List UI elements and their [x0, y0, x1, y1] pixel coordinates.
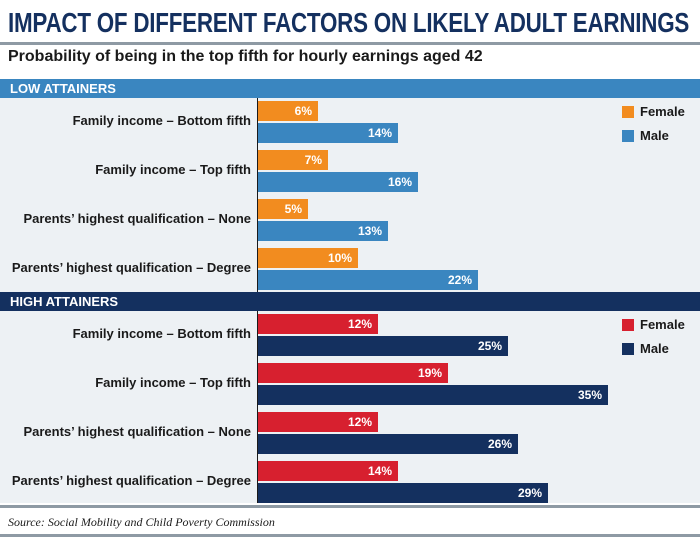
- source-note: Source: Social Mobility and Child Povert…: [8, 515, 275, 529]
- low-attainers-legend-item-male: Male: [622, 128, 669, 144]
- chart-title: IMPACT OF DIFFERENT FACTORS ON LIKELY AD…: [8, 7, 690, 38]
- legend-swatch: [622, 318, 634, 331]
- legend-label: Female: [640, 104, 685, 119]
- low-attainers-bar-male: 16%: [258, 172, 418, 192]
- low-attainers-bar-male: 22%: [258, 270, 478, 290]
- low-attainers-legend-item-female: Female: [622, 104, 685, 120]
- high-attainers-bar-male: 25%: [258, 336, 508, 356]
- title-rule: [0, 42, 700, 45]
- high-attainers-legend-item-female: Female: [622, 317, 685, 333]
- low-attainers-bar-female: 6%: [258, 101, 318, 121]
- legend-label: Male: [640, 128, 669, 143]
- high-attainers-category-label: Parents’ highest qualification – Degree: [11, 473, 251, 488]
- section-header-low-attainers: LOW ATTAINERS: [0, 79, 700, 98]
- high-attainers-category-label: Family income – Bottom fifth: [72, 326, 251, 341]
- legend-label: Male: [640, 341, 669, 356]
- high-attainers-bar-female: 12%: [258, 412, 378, 432]
- high-attainers-bar-male: 29%: [258, 483, 548, 503]
- low-attainers-category-label: Parents’ highest qualification – Degree: [11, 260, 251, 275]
- low-attainers-bar-male: 14%: [258, 123, 398, 143]
- low-attainers-bar-female: 5%: [258, 199, 308, 219]
- legend-swatch: [622, 105, 634, 118]
- high-attainers-category-label: Parents’ highest qualification – None: [23, 424, 251, 439]
- section-header-high-attainers: HIGH ATTAINERS: [0, 292, 700, 311]
- legend-swatch: [622, 342, 634, 355]
- chart-subtitle: Probability of being in the top fifth fo…: [8, 48, 483, 65]
- low-attainers-bar-female: 10%: [258, 248, 358, 268]
- high-attainers-bar-female: 14%: [258, 461, 398, 481]
- low-attainers-category-label: Family income – Bottom fifth: [72, 113, 251, 128]
- low-attainers-bar-male: 13%: [258, 221, 388, 241]
- legend-label: Female: [640, 317, 685, 332]
- low-attainers-category-label: Family income – Top fifth: [95, 162, 251, 177]
- high-attainers-axis: [257, 311, 258, 503]
- low-attainers-axis: [257, 98, 258, 292]
- high-attainers-bar-female: 12%: [258, 314, 378, 334]
- footer-rule: [0, 505, 700, 508]
- high-attainers-bar-female: 19%: [258, 363, 448, 383]
- low-attainers-category-label: Parents’ highest qualification – None: [23, 211, 251, 226]
- high-attainers-bar-male: 35%: [258, 385, 608, 405]
- high-attainers-category-label: Family income – Top fifth: [95, 375, 251, 390]
- bottom-rule: [0, 534, 700, 537]
- legend-swatch: [622, 129, 634, 142]
- low-attainers-bar-female: 7%: [258, 150, 328, 170]
- high-attainers-bar-male: 26%: [258, 434, 518, 454]
- high-attainers-legend-item-male: Male: [622, 341, 669, 357]
